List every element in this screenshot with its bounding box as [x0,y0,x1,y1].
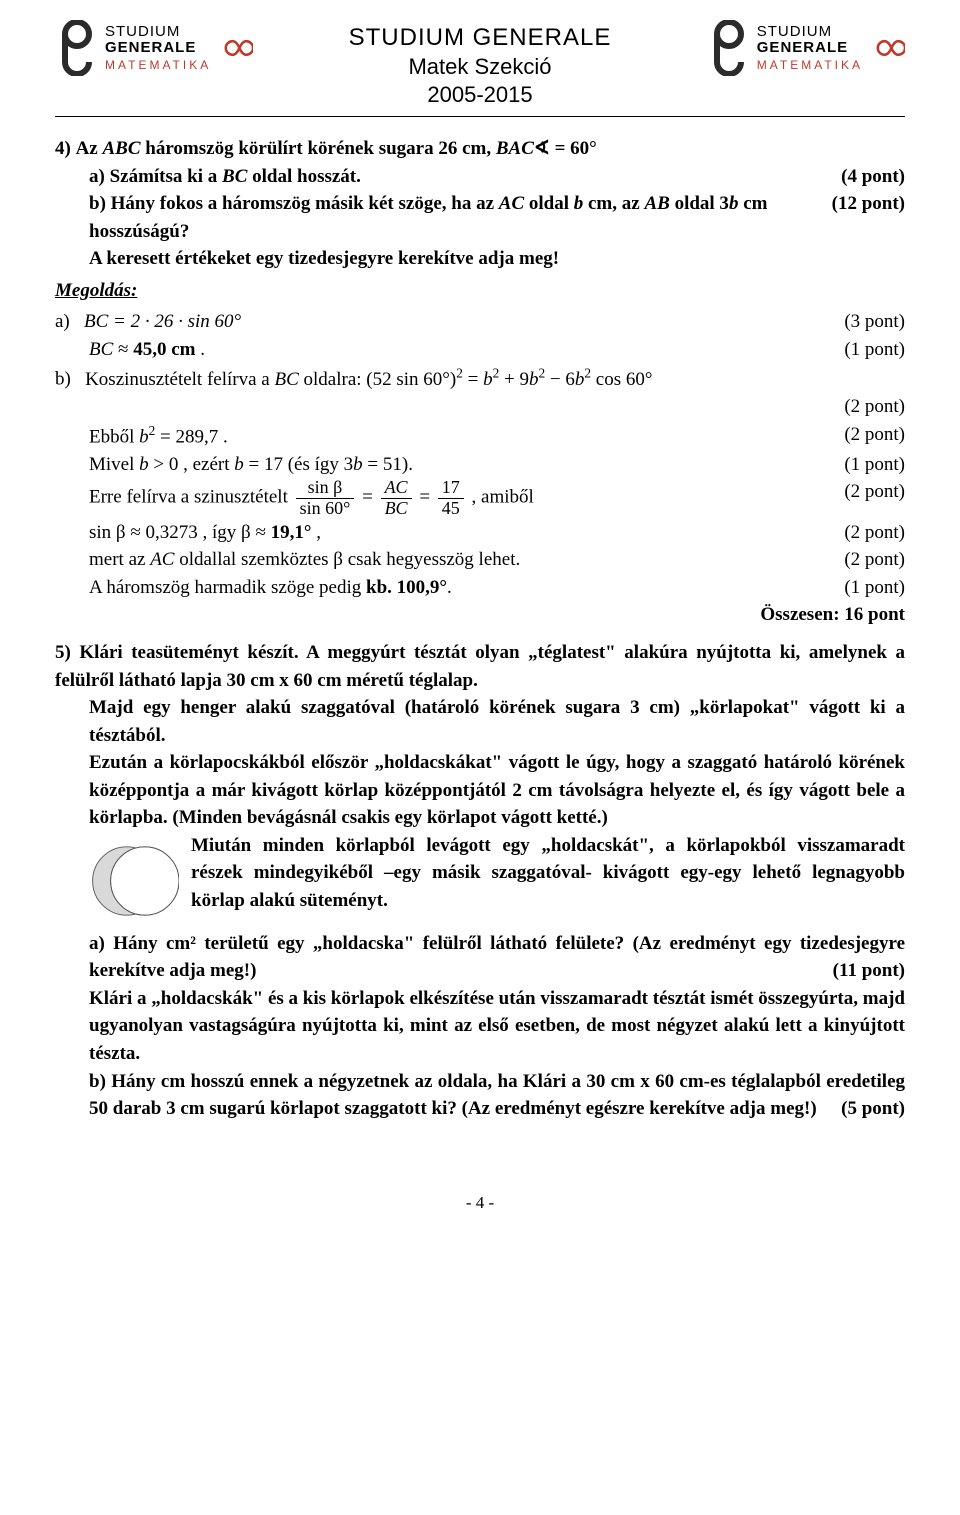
p4-b-text: Hány fokos a háromszög másik két szöge, … [89,193,767,242]
p4-sol-b6-pts: (2 pont) [824,546,905,574]
p4-sol-b-label: b) [55,369,71,390]
p4-sol-a2-pts: (1 pont) [824,336,905,364]
p4-sol-a1-pts: (3 pont) [824,308,905,336]
p4-sol-b1-pts: (2 pont) [824,393,905,421]
p4-round: A keresett értékeket egy tizedesjegyre k… [55,245,905,273]
p4-a-text: Számítsa ki a BC oldal hosszát. [110,166,361,187]
problem-5: 5) Klári teasüteményt készít. A meggyúrt… [55,639,905,1123]
p4-total: Összesen: 16 pont [55,601,905,629]
p4-sol-label: Megoldás: [55,277,905,305]
p5-para1: Klári teasüteményt készít. A meggyúrt té… [55,642,905,691]
p4-sol-a-label: a) [55,311,70,332]
p5-para4-block: Miután minden körlapból levágott egy „ho… [55,832,905,930]
p4-sol-a2: BC ≈ 45,0 cm . [89,339,205,360]
logo-line3-r: MATEMATIKA [757,59,863,72]
p5-para5: Klári a „holdacskák" és a kis körlapok e… [55,985,905,1068]
logo-line1-r: STUDIUM [757,24,863,40]
header-years: 2005-2015 [253,82,707,108]
logo-line1: STUDIUM [105,24,211,40]
p5-b-label: b) [89,1071,106,1092]
logo-line3: MATEMATIKA [105,59,211,72]
p4-sol-a1: BC = 2 · 26 · sin 60° [84,311,241,332]
p5-b-text: Hány cm hosszú ennek a négyzetnek az old… [89,1071,905,1120]
p4-sol-b6: mert az AC oldallal szemköztes β csak he… [89,546,824,574]
p5-num: 5) [55,642,71,663]
p5-b-points: (5 pont) [841,1095,905,1123]
logo-left-mark-icon [55,20,97,76]
p5-a-text: Hány cm² területű egy „holdacska" felülr… [89,933,905,982]
p5-a-label: a) [89,933,105,954]
moon-diagram-icon [89,836,179,926]
frac2-bot: BC [381,499,412,519]
p4-intro: Az ABC háromszög körülírt körének sugara… [76,138,597,159]
p4-sol-b5-pts: (2 pont) [824,519,905,547]
p5-para4: Miután minden körlapból levágott egy „ho… [191,835,905,911]
p4-b-label: b) [89,193,106,214]
logo-left-text: STUDIUM GENERALE MATEMATIKA [105,24,211,72]
frac1-bot: sin 60° [296,499,355,519]
p4-sol-b2-pts: (2 pont) [824,421,905,451]
p4-a-label: a) [89,166,105,187]
p4-num: 4) [55,138,71,159]
logo-right: STUDIUM GENERALE MATEMATIKA [707,20,905,76]
p5-para2: Majd egy henger alakú szaggatóval (határ… [55,694,905,749]
p4-sol-b5: sin β ≈ 0,3273 , így β ≈ 19,1° , [89,519,824,547]
problem-4: 4) Az ABC háromszög körülírt körének sug… [55,135,905,629]
p4-sol-b4-pts: (2 pont) [824,478,905,519]
p4-sol-b2: Ebből b2 = 289,7 . [89,421,824,451]
p4-sol-b3: Mivel b > 0 , ezért b = 17 (és így 3b = … [89,451,824,479]
content: 4) Az ABC háromszög körülírt körének sug… [55,135,905,1123]
p5-a-points: (11 pont) [833,957,905,985]
header-center: STUDIUM GENERALE Matek Szekció 2005-2015 [253,20,707,108]
header-title: STUDIUM GENERALE [253,24,707,52]
page-footer: - 4 - [55,1193,905,1213]
infinity-icon [219,37,253,59]
logo-right-mark-icon [707,20,749,76]
p4-sol-b3-pts: (1 pont) [824,451,905,479]
frac3-top: 17 [438,478,464,499]
p4-sol-b7-pts: (1 pont) [824,574,905,602]
p5-para3: Ezután a körlapocskákból először „holdac… [55,749,905,832]
p4-sol-b7: A háromszög harmadik szöge pedig kb. 100… [89,574,824,602]
p4-b-points: (12 pont) [832,190,905,218]
header-section: Matek Szekció [253,54,707,80]
frac2-top: AC [381,478,412,499]
frac3-bot: 45 [438,499,464,519]
infinity-icon-r [871,37,905,59]
page-header: STUDIUM GENERALE MATEMATIKA STUDIUM GENE… [55,20,905,117]
p4-sol-b1: Koszinusztételt felírva a BC oldalra: (5… [85,369,652,390]
logo-line2-r: GENERALE [757,40,863,56]
p4-a-points: (4 pont) [821,163,905,191]
logo-line2: GENERALE [105,40,211,56]
logo-right-text: STUDIUM GENERALE MATEMATIKA [757,24,863,72]
frac1-top: sin β [296,478,355,499]
p4-sol-b4: Erre felírva a szinusztételt sin βsin 60… [89,478,824,519]
logo-left: STUDIUM GENERALE MATEMATIKA [55,20,253,76]
